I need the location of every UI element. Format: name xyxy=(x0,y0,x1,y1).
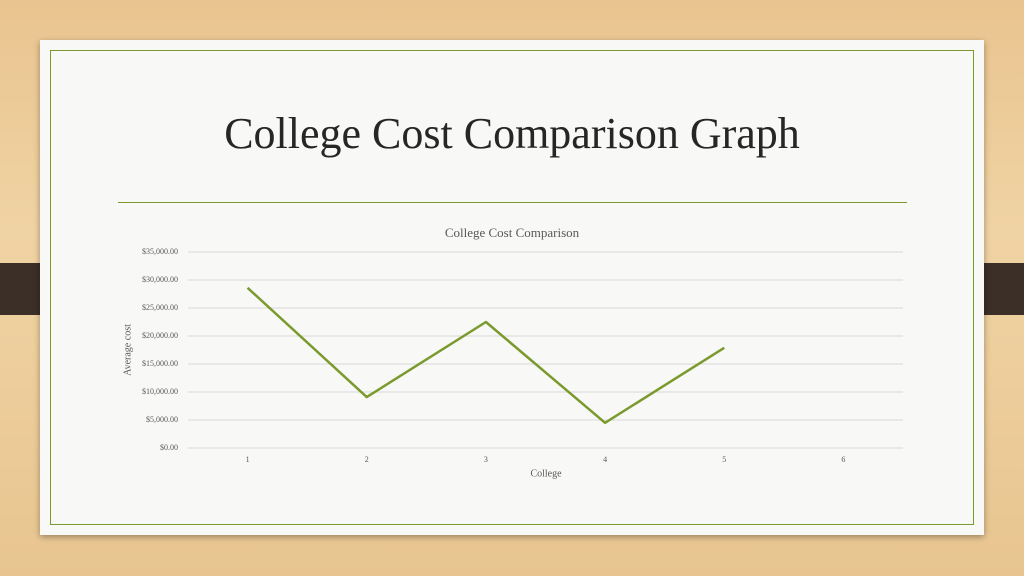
chart-title: College Cost Comparison xyxy=(445,225,580,240)
slide-frame xyxy=(50,50,974,525)
x-tick-label: 3 xyxy=(484,455,488,464)
x-tick-label: 1 xyxy=(246,455,250,464)
y-axis-label: Average cost xyxy=(122,324,133,376)
x-axis-label: College xyxy=(530,468,562,479)
y-tick-label: $5,000.00 xyxy=(146,415,178,424)
x-tick-label: 2 xyxy=(365,455,369,464)
x-tick-label: 6 xyxy=(841,455,845,464)
title-rule xyxy=(118,202,907,203)
y-tick-label: $30,000.00 xyxy=(142,275,178,284)
slide-title: College Cost Comparison Graph xyxy=(224,109,800,158)
y-tick-label: $10,000.00 xyxy=(142,387,178,396)
x-tick-label: 4 xyxy=(603,455,607,464)
x-tick-label: 5 xyxy=(722,455,726,464)
y-tick-label: $0.00 xyxy=(160,443,178,452)
data-line xyxy=(246,286,725,425)
slide-card: College Cost Comparison Graph xyxy=(40,40,984,535)
y-tick-label: $20,000.00 xyxy=(142,331,178,340)
y-tick-label: $35,000.00 xyxy=(142,247,178,256)
y-tick-label: $25,000.00 xyxy=(142,303,178,312)
y-tick-label: $15,000.00 xyxy=(142,359,178,368)
